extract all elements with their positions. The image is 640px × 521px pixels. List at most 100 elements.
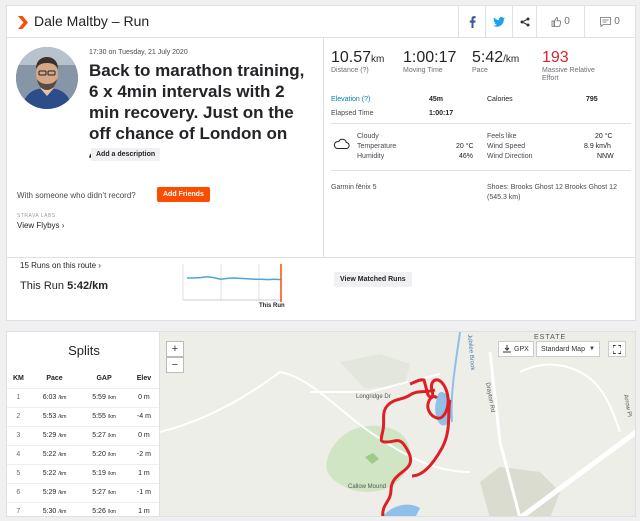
split-pace: 5:29/km [29, 425, 80, 445]
calories-label: Calories [487, 96, 513, 103]
split-km: 7 [7, 501, 30, 521]
relative-effort-value: 193 [542, 49, 569, 66]
table-row[interactable]: 7 5:30/km 5:26/km 1 m [7, 501, 159, 521]
view-matched-runs-button[interactable]: View Matched Runs [334, 272, 412, 287]
stat-distance: 10.57km Distance (?) [331, 49, 384, 75]
split-pace-value: 6:03 [42, 394, 57, 401]
split-pace-value: 5:29 [42, 432, 57, 439]
zoom-in-button[interactable]: + [166, 341, 184, 357]
share-button[interactable] [512, 6, 536, 37]
feels-like-value: 20 °C [595, 133, 613, 140]
twitter-icon [493, 16, 505, 27]
twitter-share-button[interactable] [485, 6, 512, 37]
split-gap: 5:55/km [79, 406, 129, 426]
elevation-label[interactable]: Elevation (?) [331, 96, 371, 103]
comment-button[interactable]: 0 [584, 6, 635, 37]
col-gap: GAP [96, 375, 112, 383]
split-pace-unit: /km [58, 490, 67, 496]
split-gap-value: 5:20 [92, 451, 106, 458]
chevron-right-icon: › [61, 221, 65, 230]
stat-relative-effort[interactable]: 193 Massive Relative Effort [542, 49, 612, 83]
weather-condition: Cloudy [357, 133, 379, 140]
table-row[interactable]: 2 5:53/km 5:55/km -4 m [7, 406, 159, 426]
residential-area [340, 354, 410, 389]
split-gap: 5:27/km [79, 425, 129, 445]
activity-date: 17:30 on Tuesday, 21 July 2020 [89, 49, 188, 56]
expand-icon [613, 344, 621, 354]
chevron-right-icon: › [98, 261, 101, 270]
elapsed-time-value: 1:00:17 [429, 110, 454, 117]
split-gap-unit: /km [107, 414, 116, 420]
col-elev: Elev [136, 375, 152, 383]
route-map[interactable]: + − GPX Standard Map ▼ ESTATE Longridge … [160, 331, 636, 517]
avatar[interactable] [16, 47, 78, 109]
main-road [518, 429, 635, 516]
split-gap-unit: /km [107, 395, 116, 401]
map-type-select[interactable]: Standard Map ▼ [536, 341, 600, 357]
split-gap-value: 5:26 [92, 508, 106, 516]
split-gap: 5:27/km [79, 482, 129, 502]
comment-icon [600, 16, 612, 27]
map-label-callow: Callow Mound [348, 484, 387, 490]
column-divider [323, 38, 324, 257]
view-flybys-label: View Flybys [17, 221, 60, 230]
split-pace: 5:30/km [29, 501, 80, 521]
table-row[interactable]: 1 6:03/km 5:59/km 0 m [7, 387, 159, 407]
kudos-button[interactable]: 0 [536, 6, 584, 37]
split-pace-value: 5:30 [42, 508, 57, 516]
shoes-name: Shoes: Brooks Ghost 12 Brooks Ghost 12 [487, 184, 617, 191]
temperature-label: Temperature [357, 143, 397, 150]
col-pace: Pace [46, 375, 63, 383]
table-row[interactable]: 4 5:22/km 5:20/km -2 m [7, 444, 159, 464]
add-description-button[interactable]: Add a description [91, 148, 161, 161]
road [488, 351, 522, 516]
split-gap: 5:59/km [79, 387, 129, 407]
humidity-label: Humidity [357, 153, 385, 160]
route-trend-chart [182, 264, 282, 302]
view-flybys-link[interactable]: View Flybys › [17, 221, 64, 230]
map-canvas [160, 332, 635, 516]
runs-on-route-label: 15 Runs on this route [20, 261, 97, 270]
split-gap-unit: /km [107, 471, 116, 477]
road [519, 363, 621, 433]
thumbs-up-icon [551, 16, 562, 27]
split-pace-value: 5:22 [42, 470, 57, 477]
split-pace: 6:03/km [29, 387, 80, 407]
table-row[interactable]: 5 5:22/km 5:19/km 1 m [7, 463, 159, 483]
col-km: KM [12, 375, 24, 383]
this-run-summary: This Run 5:42/km [20, 280, 108, 292]
split-elev: 0 m [128, 425, 159, 445]
split-pace: 5:22/km [29, 444, 80, 464]
split-gap-value: 5:55 [92, 413, 106, 420]
park-area [365, 453, 379, 464]
split-gap-unit: /km [107, 452, 116, 458]
split-pace: 5:53/km [29, 406, 80, 426]
runs-on-route-link[interactable]: 15 Runs on this route › [20, 261, 101, 270]
facebook-share-button[interactable] [458, 6, 485, 37]
splits-title: Splits [68, 343, 100, 358]
gpx-download-button[interactable]: GPX [498, 341, 534, 357]
split-elev: 1 m [128, 463, 159, 483]
split-gap-unit: /km [107, 433, 116, 439]
split-km: 6 [7, 482, 30, 502]
table-row[interactable]: 6 5:29/km 5:27/km -1 m [7, 482, 159, 502]
split-km: 1 [7, 387, 30, 407]
splits-header-row: KM Pace GAP Elev [7, 370, 159, 388]
split-gap-value: 5:27 [92, 432, 106, 439]
map-label-longridge: Longridge Dr [356, 394, 391, 400]
zoom-out-button[interactable]: − [166, 357, 184, 373]
avatar-photo [16, 47, 78, 109]
distance-help-link[interactable]: (?) [360, 67, 369, 74]
fullscreen-button[interactable] [608, 341, 626, 357]
table-row[interactable]: 3 5:29/km 5:27/km 0 m [7, 425, 159, 445]
distance-unit: km [371, 54, 385, 65]
caret-down-icon: ▼ [588, 346, 595, 352]
comment-count: 0 [614, 16, 620, 27]
split-elev: -4 m [128, 406, 159, 426]
add-friends-button[interactable]: Add Friends [157, 187, 210, 202]
pace-label: Pace [472, 67, 488, 74]
calories-value: 795 [586, 96, 598, 103]
activity-header: Dale Maltby – Run 0 0 [7, 6, 635, 38]
relative-effort-label: Massive Relative Effort [542, 67, 595, 82]
split-pace: 5:22/km [29, 463, 80, 483]
